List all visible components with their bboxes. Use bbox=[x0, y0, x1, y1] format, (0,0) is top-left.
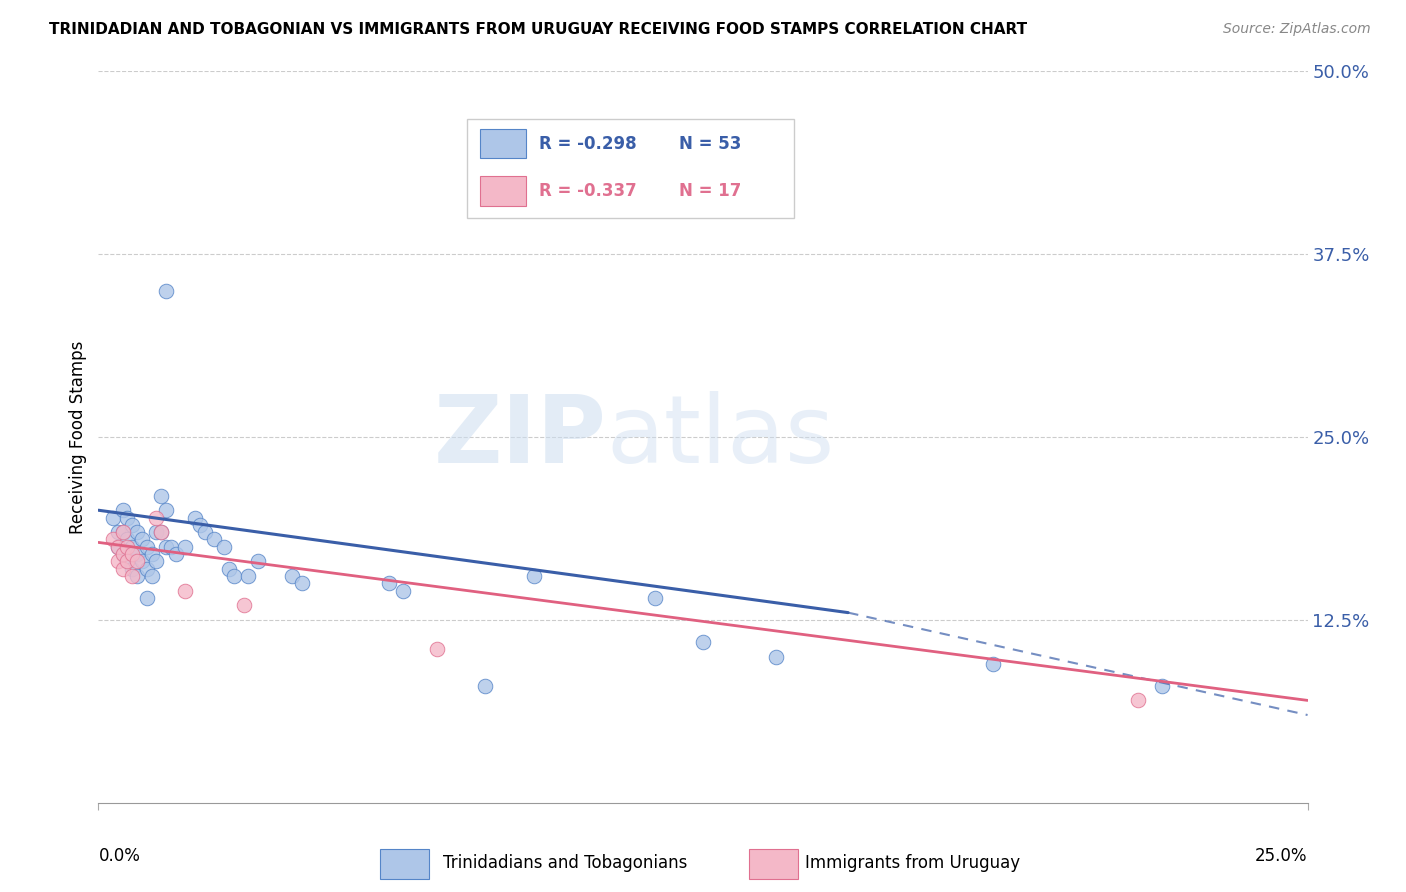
Point bbox=[155, 284, 177, 298]
Text: ZIP: ZIP bbox=[433, 391, 606, 483]
Point bbox=[121, 547, 143, 561]
Text: TRINIDADIAN AND TOBAGONIAN VS IMMIGRANTS FROM URUGUAY RECEIVING FOOD STAMPS CORR: TRINIDADIAN AND TOBAGONIAN VS IMMIGRANTS… bbox=[49, 22, 1028, 37]
Point bbox=[426, 642, 449, 657]
Point bbox=[165, 547, 187, 561]
Point bbox=[981, 657, 1004, 671]
Point bbox=[155, 503, 177, 517]
Text: Immigrants from Uruguay: Immigrants from Uruguay bbox=[804, 854, 1021, 872]
Point bbox=[107, 554, 129, 568]
Point bbox=[127, 547, 149, 561]
Y-axis label: Receiving Food Stamps: Receiving Food Stamps bbox=[69, 341, 87, 533]
Point bbox=[145, 510, 167, 524]
Point bbox=[135, 540, 157, 554]
Point bbox=[107, 525, 129, 540]
Point bbox=[238, 569, 260, 583]
Point bbox=[107, 540, 129, 554]
Point bbox=[111, 562, 134, 576]
Point bbox=[121, 540, 143, 554]
Point bbox=[117, 554, 139, 568]
Point bbox=[474, 679, 496, 693]
Point bbox=[111, 503, 134, 517]
Point bbox=[117, 554, 139, 568]
Point bbox=[232, 599, 254, 613]
Text: 25.0%: 25.0% bbox=[1256, 847, 1308, 864]
Point bbox=[101, 533, 124, 547]
Point bbox=[111, 547, 134, 561]
Point bbox=[145, 525, 167, 540]
Point bbox=[184, 510, 207, 524]
Point bbox=[121, 562, 143, 576]
Point bbox=[127, 554, 149, 568]
Point bbox=[212, 540, 235, 554]
Point bbox=[204, 533, 226, 547]
Point bbox=[111, 547, 134, 561]
Point bbox=[135, 562, 157, 576]
Point bbox=[141, 569, 163, 583]
Point bbox=[145, 554, 167, 568]
Point bbox=[290, 576, 312, 591]
Text: 0.0%: 0.0% bbox=[98, 847, 141, 864]
Point bbox=[1128, 693, 1150, 707]
FancyBboxPatch shape bbox=[380, 849, 429, 879]
Point bbox=[174, 540, 197, 554]
Point bbox=[155, 540, 177, 554]
Point bbox=[111, 525, 134, 540]
Text: atlas: atlas bbox=[606, 391, 835, 483]
Point bbox=[117, 533, 139, 547]
Text: Trinidadians and Tobagonians: Trinidadians and Tobagonians bbox=[443, 854, 688, 872]
Point bbox=[107, 540, 129, 554]
Point bbox=[218, 562, 240, 576]
Point bbox=[131, 533, 153, 547]
Point bbox=[222, 569, 245, 583]
Point bbox=[117, 540, 139, 554]
Point bbox=[160, 540, 183, 554]
Point bbox=[121, 569, 143, 583]
Point bbox=[135, 591, 157, 605]
Point bbox=[111, 525, 134, 540]
Point bbox=[174, 583, 197, 598]
Point bbox=[281, 569, 304, 583]
Point bbox=[150, 525, 173, 540]
Point bbox=[131, 554, 153, 568]
Point bbox=[377, 576, 399, 591]
Point bbox=[150, 525, 173, 540]
Text: Source: ZipAtlas.com: Source: ZipAtlas.com bbox=[1223, 22, 1371, 37]
Point bbox=[571, 152, 593, 166]
Point bbox=[117, 510, 139, 524]
Point bbox=[247, 554, 270, 568]
Point bbox=[127, 525, 149, 540]
Point bbox=[1152, 679, 1174, 693]
Point bbox=[121, 517, 143, 532]
Point bbox=[150, 489, 173, 503]
Point bbox=[194, 525, 217, 540]
Point bbox=[127, 569, 149, 583]
Point bbox=[523, 569, 546, 583]
Point bbox=[392, 583, 415, 598]
Point bbox=[101, 510, 124, 524]
FancyBboxPatch shape bbox=[749, 849, 799, 879]
Point bbox=[141, 547, 163, 561]
Point bbox=[188, 517, 211, 532]
Point bbox=[765, 649, 787, 664]
Point bbox=[692, 635, 714, 649]
Point bbox=[644, 591, 666, 605]
